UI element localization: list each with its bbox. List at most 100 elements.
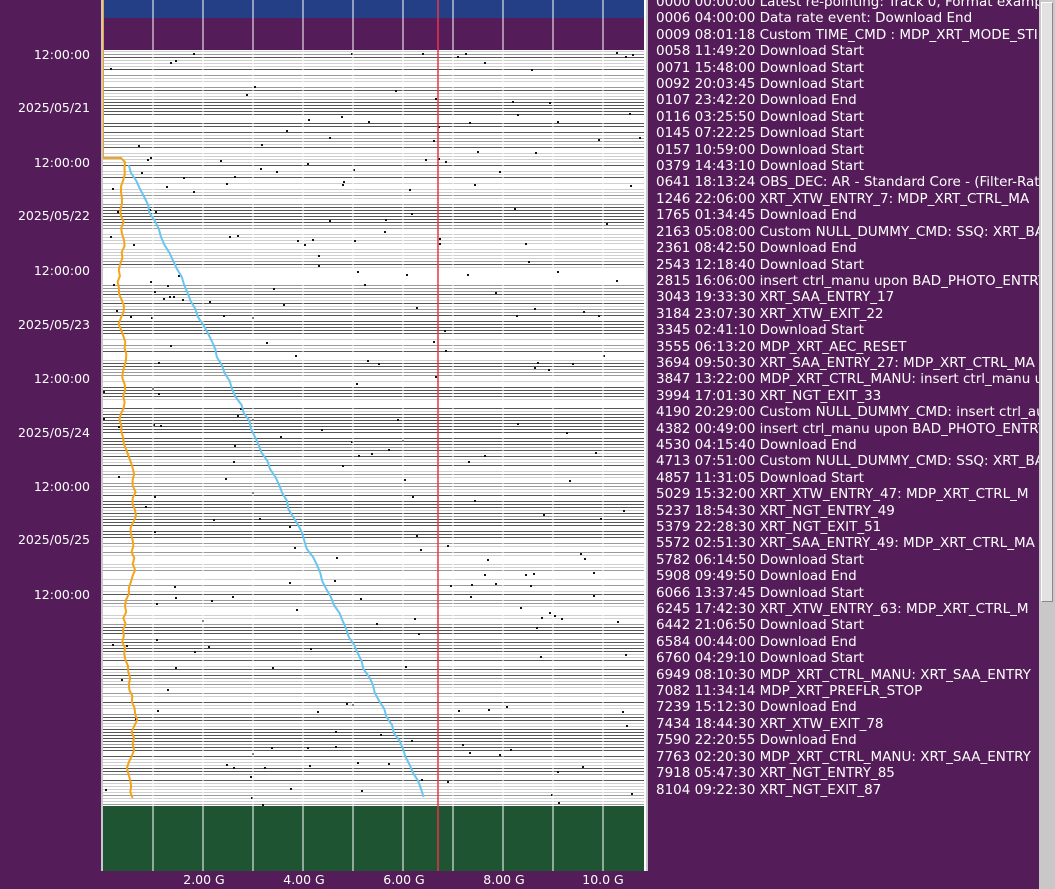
event-row[interactable]: 0058 11:49:20 Download Start (656, 43, 1039, 59)
event-row[interactable]: 0000 00:00:00 Latest re-pointing: Track … (656, 0, 1039, 10)
event-row[interactable]: 6584 00:44:00 Download End (656, 634, 1039, 650)
data-speckle (318, 265, 320, 267)
event-row[interactable]: 7918 05:47:30 XRT_NGT_ENTRY_85 (656, 765, 1039, 781)
data-speckle (295, 355, 297, 357)
data-speckle (318, 255, 320, 257)
data-speckle (554, 615, 556, 617)
event-row[interactable]: 0145 07:22:25 Download Start (656, 125, 1039, 141)
event-row[interactable]: 7434 18:44:30 XRT_XTW_EXIT_78 (656, 716, 1039, 732)
data-speckle (534, 367, 536, 369)
event-id: 0009 (656, 26, 691, 43)
event-row[interactable]: 5908 09:49:50 Download End (656, 568, 1039, 584)
event-row[interactable]: 6760 04:29:10 Download Start (656, 650, 1039, 666)
data-speckle (622, 711, 624, 713)
data-stripe (103, 459, 644, 460)
event-time: 00:44:00 (694, 633, 756, 650)
event-row[interactable]: 4713 07:51:00 Custom NULL_DUMMY_CMD: SSQ… (656, 453, 1039, 469)
data-stripe (103, 441, 644, 442)
event-row[interactable]: 0116 03:25:50 Download Start (656, 109, 1039, 125)
data-speckle (630, 185, 632, 187)
data-speckle (233, 461, 235, 463)
event-row[interactable]: 0092 20:03:45 Download Start (656, 76, 1039, 92)
event-row[interactable]: 4190 20:29:00 Custom NULL_DUMMY_CMD: ins… (656, 404, 1039, 420)
data-speckle (623, 510, 625, 512)
data-speckle (445, 161, 447, 163)
event-row[interactable]: 7590 22:20:55 Download End (656, 732, 1039, 748)
scrollbar-thumb[interactable] (1041, 2, 1053, 602)
event-id: 6760 (656, 650, 691, 667)
event-description: Download Start (759, 76, 864, 93)
event-row[interactable]: 3694 09:50:30 XRT_SAA_ENTRY_27: MDP_XRT_… (656, 355, 1039, 371)
event-list-scrollbar[interactable] (1039, 0, 1055, 889)
event-row[interactable]: 0641 18:13:24 OBS_DEC: AR - Standard Cor… (656, 174, 1039, 190)
event-row[interactable]: 2815 16:06:00 insert ctrl_manu upon BAD_… (656, 273, 1039, 289)
data-speckle (149, 209, 151, 211)
data-stripe (103, 333, 644, 334)
event-list[interactable]: 0000 00:00:00 Latest re-pointing: Track … (656, 0, 1039, 889)
event-row[interactable]: 5782 06:14:50 Download Start (656, 552, 1039, 568)
data-stripe (103, 747, 644, 748)
event-row[interactable]: 1765 01:34:45 Download End (656, 207, 1039, 223)
event-row[interactable]: 0107 23:42:20 Download End (656, 92, 1039, 108)
data-speckle (304, 244, 306, 246)
data-stripe (103, 567, 644, 568)
event-row[interactable]: 3847 13:22:00 MDP_XRT_CTRL_MANU: insert … (656, 371, 1039, 387)
data-speckle (395, 90, 397, 92)
data-stripe (103, 273, 644, 274)
event-row[interactable]: 3555 06:13:20 MDP_XRT_AEC_RESET (656, 339, 1039, 355)
event-row[interactable]: 0157 10:59:00 Download Start (656, 142, 1039, 158)
event-row[interactable]: 5572 02:51:30 XRT_SAA_ENTRY_49: MDP_XRT_… (656, 535, 1039, 551)
event-row[interactable]: 3184 23:07:30 XRT_XTW_EXIT_22 (656, 306, 1039, 322)
event-row[interactable]: 3345 02:41:10 Download Start (656, 322, 1039, 338)
data-stripe (103, 624, 644, 625)
event-id: 1765 (656, 207, 691, 224)
data-volume-plot[interactable] (101, 0, 648, 871)
event-row[interactable]: 4857 11:31:05 Download Start (656, 470, 1039, 486)
event-row[interactable]: 6066 13:37:45 Download Start (656, 585, 1039, 601)
event-row[interactable]: 6442 21:06:50 Download Start (656, 617, 1039, 633)
event-row[interactable]: 0009 08:01:18 Custom TIME_CMD : MDP_XRT_… (656, 27, 1039, 43)
event-time: 15:12:30 (694, 699, 756, 716)
event-row[interactable]: 7082 11:34:14 MDP_XRT_PREFLR_STOP (656, 683, 1039, 699)
data-stripe (103, 585, 644, 586)
event-row[interactable]: 1246 22:06:00 XRT_XTW_ENTRY_7: MDP_XRT_C… (656, 191, 1039, 207)
event-row[interactable]: 4530 04:15:40 Download End (656, 437, 1039, 453)
data-stripe (103, 630, 644, 631)
data-stripe (103, 60, 644, 61)
data-stripe (103, 225, 644, 226)
data-speckle (435, 376, 437, 378)
data-stripe (103, 489, 644, 490)
data-speckle (572, 363, 574, 365)
data-speckle (583, 311, 585, 313)
event-description: Download Start (759, 650, 864, 667)
data-stripe (103, 543, 644, 544)
data-stripe (103, 672, 644, 673)
event-time: 23:07:30 (694, 305, 756, 322)
event-row[interactable]: 0006 04:00:00 Data rate event: Download … (656, 10, 1039, 26)
event-id: 0641 (656, 174, 691, 191)
data-speckle (557, 271, 559, 273)
data-speckle (447, 781, 449, 783)
event-row[interactable]: 0071 15:48:00 Download Start (656, 60, 1039, 76)
event-row[interactable]: 5029 15:32:00 XRT_XTW_ENTRY_47: MDP_XRT_… (656, 486, 1039, 502)
event-row[interactable]: 5379 22:28:30 XRT_NGT_EXIT_51 (656, 519, 1039, 535)
event-row[interactable]: 6949 08:10:30 MDP_XRT_CTRL_MANU: XRT_SAA… (656, 667, 1039, 683)
event-row[interactable]: 6245 17:42:30 XRT_XTW_ENTRY_63: MDP_XRT_… (656, 601, 1039, 617)
data-speckle (262, 804, 264, 806)
event-row[interactable]: 2163 05:08:00 Custom NULL_DUMMY_CMD: SSQ… (656, 224, 1039, 240)
event-row[interactable]: 3994 17:01:30 XRT_NGT_EXIT_33 (656, 388, 1039, 404)
event-row[interactable]: 2543 12:18:40 Download Start (656, 257, 1039, 273)
event-row[interactable]: 4382 00:49:00 insert ctrl_manu upon BAD_… (656, 421, 1039, 437)
event-row[interactable]: 7763 02:20:30 MDP_XRT_CTRL_MANU: XRT_SAA… (656, 749, 1039, 765)
event-row[interactable]: 7239 15:12:30 Download End (656, 699, 1039, 715)
data-speckle (336, 557, 338, 559)
data-stripe (103, 711, 644, 712)
data-stripe (103, 606, 644, 607)
event-row[interactable]: 2361 08:42:50 Download End (656, 240, 1039, 256)
data-speckle (593, 595, 595, 597)
event-row[interactable]: 0379 14:43:10 Download Start (656, 158, 1039, 174)
event-row[interactable]: 3043 19:33:30 XRT_SAA_ENTRY_17 (656, 289, 1039, 305)
event-row[interactable]: 5237 18:54:30 XRT_NGT_ENTRY_49 (656, 503, 1039, 519)
event-row[interactable]: 8104 09:22:30 XRT_NGT_EXIT_87 (656, 782, 1039, 798)
data-stripe (103, 336, 644, 337)
